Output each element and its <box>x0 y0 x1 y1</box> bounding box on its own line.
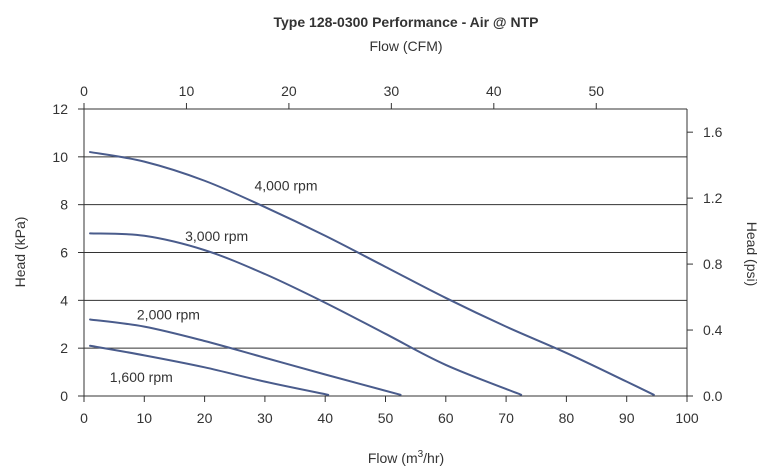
chart-title: Type 128-0300 Performance - Air @ NTP <box>274 14 539 30</box>
bottom-tick-label-90: 90 <box>619 410 635 426</box>
left-tick-label-4: 4 <box>60 292 68 308</box>
right-tick-label-1: 0.4 <box>703 322 723 338</box>
right-tick-label-4: 1.6 <box>703 124 723 140</box>
bottom-axis-title-end: /hr) <box>423 450 444 466</box>
series-line-4-000-rpm <box>89 151 655 396</box>
curve-labels: 4,000 rpm 3,000 rpm 2,000 rpm 1,600 rpm <box>110 178 318 385</box>
left-tick-label-2: 2 <box>60 340 68 356</box>
bottom-tick-label-40: 40 <box>317 410 333 426</box>
left-tick-label-12: 12 <box>52 101 68 117</box>
bottom-axis-title-sup: 3 <box>418 449 424 460</box>
top-tick-label-50: 50 <box>588 83 604 99</box>
series-line-1-600-rpm <box>89 344 330 396</box>
top-tick-label-40: 40 <box>486 83 502 99</box>
curve-label-1-600-rpm: 1,600 rpm <box>110 369 173 385</box>
curve-label-3-000-rpm: 3,000 rpm <box>185 228 248 244</box>
bottom-tick-label-20: 20 <box>197 410 213 426</box>
right-axis-title: Head (psi) <box>744 222 760 287</box>
series-line-3-000-rpm <box>89 232 523 396</box>
left-tick-label-0: 0 <box>60 388 68 404</box>
bottom-tick-label-30: 30 <box>257 410 273 426</box>
bottom-axis-title-main: Flow (m <box>368 450 418 466</box>
left-tick-label-6: 6 <box>60 245 68 261</box>
bottom-tick-label-50: 50 <box>378 410 394 426</box>
curve-label-4-000-rpm: 4,000 rpm <box>254 178 317 194</box>
left-tick-label-8: 8 <box>60 197 68 213</box>
left-tick-label-10: 10 <box>52 149 68 165</box>
top-tick-label-30: 30 <box>384 83 400 99</box>
bottom-tick-label-0: 0 <box>80 410 88 426</box>
left-axis-title: Head (kPa) <box>12 217 28 288</box>
bottom-tick-label-100: 100 <box>675 410 699 426</box>
axes: 0 10 20 30 40 50 60 70 80 90 100 0 10 20 30 40 50 0 2 4 6 8 10… <box>52 83 722 426</box>
right-tick-label-3: 1.2 <box>703 190 723 206</box>
curve-label-2-000-rpm: 2,000 rpm <box>137 307 200 323</box>
top-tick-label-10: 10 <box>179 83 195 99</box>
top-tick-label-0: 0 <box>80 83 88 99</box>
right-tick-label-0: 0.0 <box>703 388 723 404</box>
right-tick-label-2: 0.8 <box>703 256 723 272</box>
top-axis-title: Flow (CFM) <box>369 38 442 54</box>
bottom-tick-label-60: 60 <box>438 410 454 426</box>
bottom-tick-label-80: 80 <box>559 410 575 426</box>
series-line-2-000-rpm <box>89 318 402 396</box>
bottom-axis-title: Flow (m3/hr) <box>368 449 444 466</box>
bottom-tick-label-70: 70 <box>498 410 514 426</box>
top-tick-label-20: 20 <box>281 83 297 99</box>
series-lines <box>89 151 655 396</box>
bottom-tick-label-10: 10 <box>137 410 153 426</box>
